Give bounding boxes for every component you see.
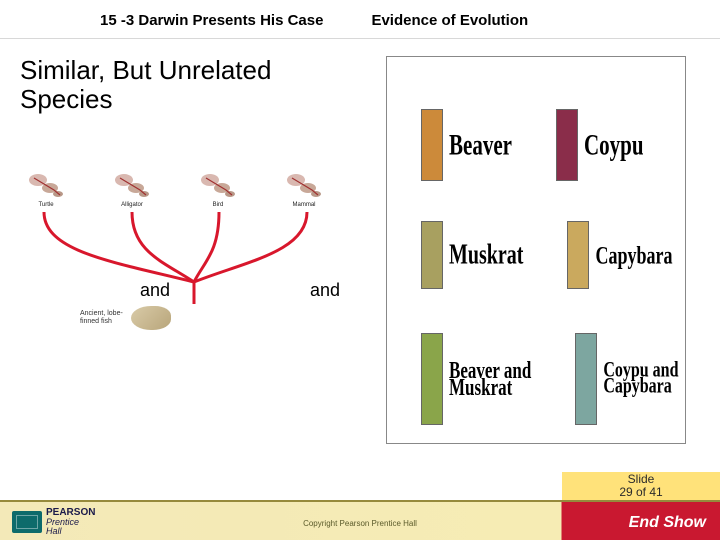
- limb-item: Turtle: [24, 170, 68, 210]
- slide-header: 15 -3 Darwin Presents His Case Evidence …: [0, 0, 720, 29]
- phylogeny-lines: [24, 212, 364, 322]
- limb-item: Alligator: [110, 170, 154, 210]
- species-chart: BeaverCoypuMuskratCapybaraBeaver andMusk…: [386, 56, 686, 444]
- limb-item: Mammal: [282, 170, 326, 210]
- fish-icon: [131, 306, 171, 330]
- limb-item: Bird: [196, 170, 240, 210]
- header-divider: [0, 38, 720, 39]
- chart-item: Beaver: [421, 109, 512, 181]
- chart-bar: [421, 109, 443, 181]
- ancestor-label: Ancient, lobe- finned fish: [80, 310, 123, 325]
- chart-bar: [567, 221, 589, 289]
- chart-row: Beaver Coypu: [421, 109, 644, 181]
- chart-label: Capybara: [603, 376, 678, 398]
- chart-label: Muskrat: [449, 376, 531, 400]
- chart-item: Coypu: [556, 109, 644, 181]
- chart-bar: [575, 333, 597, 425]
- end-show-button[interactable]: End Show: [629, 514, 706, 532]
- and-label-2: and: [310, 280, 340, 301]
- header-left: 15 -3 Darwin Presents His Case: [100, 12, 323, 29]
- chart-bar: [556, 109, 578, 181]
- chart-row: Beaver andMuskrat Coypu andCapybara: [421, 333, 678, 425]
- logo-icon: [12, 511, 42, 533]
- title-line1: Similar, But Unrelated: [20, 56, 271, 85]
- copyright-text: Copyright Pearson Prentice Hall: [303, 519, 417, 528]
- chart-label: Coypu: [584, 130, 644, 159]
- chart-row: Muskrat Capybara: [421, 221, 672, 289]
- slide-number-tab: Slide 29 of 41: [562, 472, 720, 500]
- slide-num: 29 of 41: [619, 486, 662, 499]
- chart-label: Capybara: [595, 242, 672, 267]
- chart-item: Capybara: [567, 221, 672, 289]
- chart-item: Coypu andCapybara: [575, 333, 678, 425]
- and-label-1: and: [140, 280, 170, 301]
- logo-text: PEARSON Prentice Hall: [46, 508, 95, 536]
- pearson-logo: PEARSON Prentice Hall: [12, 508, 95, 536]
- chart-bar: [421, 333, 443, 425]
- slide-title: Similar, But Unrelated Species: [20, 56, 271, 113]
- chart-label: Muskrat: [449, 241, 523, 269]
- title-line2: Species: [20, 85, 271, 114]
- header-right: Evidence of Evolution: [371, 12, 528, 29]
- chart-label: Beaver: [449, 130, 512, 159]
- limb-illustrations: Turtle Alligator Bird Mammal: [24, 170, 326, 210]
- chart-item: Muskrat: [421, 221, 523, 289]
- ancestor-fish: Ancient, lobe- finned fish: [80, 306, 171, 330]
- chart-bar: [421, 221, 443, 289]
- chart-item: Beaver andMuskrat: [421, 333, 531, 425]
